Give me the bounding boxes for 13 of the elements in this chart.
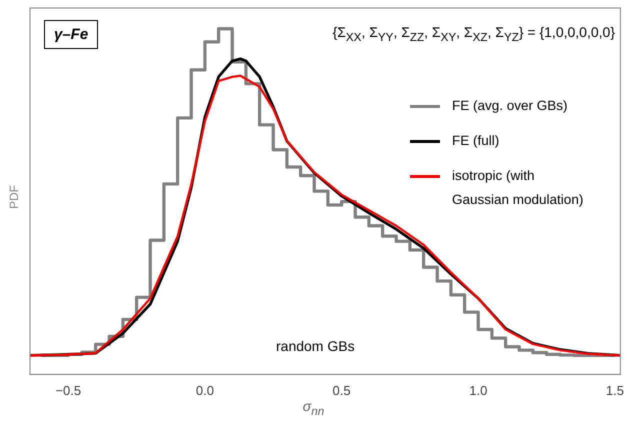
x-tick-label: 1.5 — [606, 382, 624, 398]
x-tick-label: 0.0 — [196, 382, 214, 398]
annotation: random GBs — [276, 338, 355, 354]
legend-label: FE (full) — [452, 132, 500, 150]
x-tick-label: −0.5 — [55, 382, 82, 398]
x-tick-label: 0.5 — [332, 382, 351, 398]
legend-label: FE (avg. over GBs) — [452, 97, 569, 115]
x-axis-title: σ$_{nn}$ — [302, 398, 326, 418]
text: {Σ$_{XX}$, Σ$_{YY}$, Σ$_{ZZ}$, Σ$_{XY}$, Σ$_{XZ}$, Σ$_{YZ}$} = {1,0,0,0,0,0} — [332, 24, 615, 44]
x-tick-label: 1.0 — [469, 382, 488, 398]
y-axis-title: PDF — [7, 185, 21, 209]
annotation: γ–Fe — [44, 20, 98, 49]
legend-label: isotropic (with Gaussian modulation) — [452, 167, 584, 209]
